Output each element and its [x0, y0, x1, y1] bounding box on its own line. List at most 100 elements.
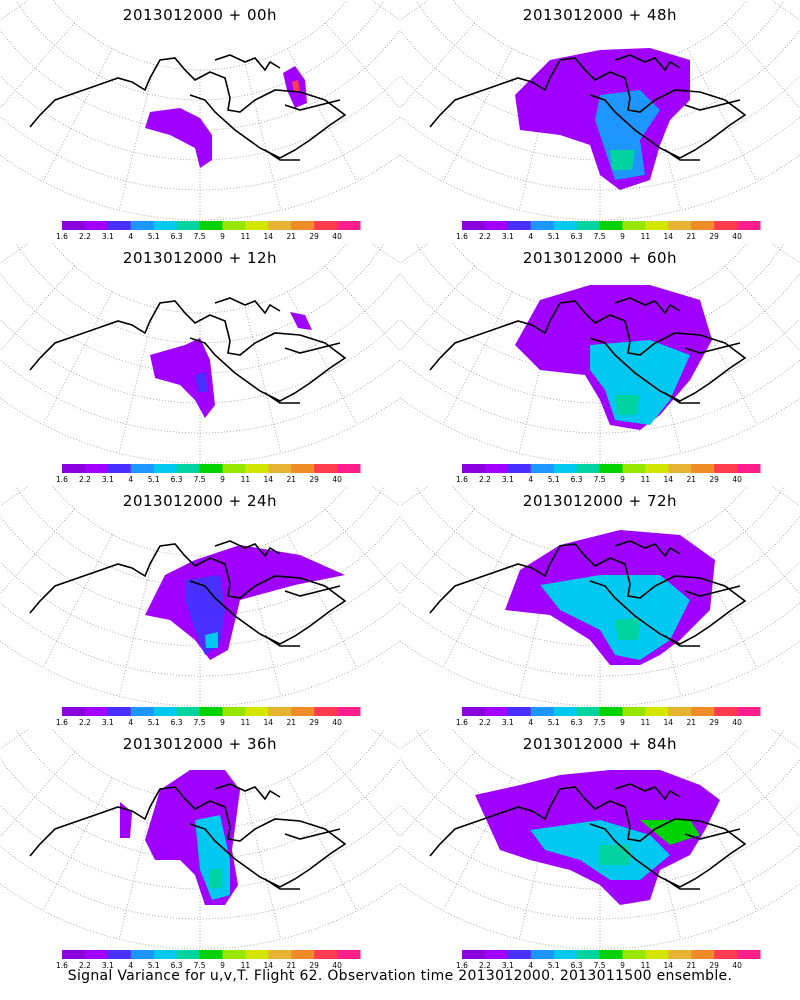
- colorbar-label: 4: [528, 961, 533, 969]
- colorbar-label: 2.2: [479, 232, 491, 240]
- figure-caption: Signal Variance for u,v,T. Flight 62. Ob…: [67, 968, 733, 984]
- map-panel: 2013012000 + 12h 1.6 2.2 3.1 4 5.1 6.3 7.5 9 11 14…: [0, 243, 400, 483]
- colorbar-label: 1.6: [456, 475, 468, 483]
- colorbar-swatch: [176, 707, 201, 716]
- colorbar-swatch: [107, 707, 132, 716]
- colorbar-label: 29: [309, 718, 319, 726]
- meridian-line: [244, 793, 282, 940]
- colorbar-swatch: [245, 950, 269, 959]
- meridian-line: [287, 48, 358, 182]
- colorbar-label: 4: [128, 718, 133, 726]
- colorbar-swatch: [199, 221, 223, 230]
- colorbar-label: 29: [309, 475, 319, 483]
- colorbar-label: 7.5: [194, 232, 206, 240]
- meridian-line: [324, 508, 400, 595]
- colorbar-swatch: [62, 707, 86, 716]
- colorbar-label: 1.6: [56, 232, 68, 240]
- colorbar-swatch: [337, 707, 361, 716]
- colorbar-swatch: [668, 464, 692, 473]
- colorbar-swatch: [130, 950, 155, 959]
- variance-region: [615, 395, 640, 415]
- coastline: [29, 54, 347, 161]
- meridian-line: [400, 243, 430, 264]
- colorbar-label: 11: [641, 232, 651, 240]
- colorbar-label: 9: [620, 232, 625, 240]
- polar-map: 1.6 2.2 3.1 4 5.1 6.3 7.5 9 11 14 21 29 40: [0, 486, 400, 726]
- panel-title: 2013012000 + 00h: [122, 6, 278, 24]
- colorbar-swatch: [484, 221, 509, 230]
- meridian-line: [370, 0, 400, 21]
- panel-title: 2013012000 + 36h: [122, 735, 278, 753]
- colorbar-label: 29: [309, 232, 319, 240]
- meridian-line: [400, 729, 430, 750]
- variance-region: [590, 340, 690, 425]
- colorbar-swatch: [668, 221, 692, 230]
- colorbar-label: 1.6: [56, 718, 68, 726]
- variance-region: [610, 150, 635, 170]
- meridian-line: [118, 64, 156, 211]
- meridian-line: [400, 22, 476, 109]
- colorbar-swatch: [714, 464, 738, 473]
- meridian-line: [244, 64, 282, 211]
- colorbar-label: 7.5: [594, 718, 606, 726]
- colorbar-swatch: [337, 464, 361, 473]
- colorbar-label: 4: [128, 475, 133, 483]
- polar-map: 1.6 2.2 3.1 4 5.1 6.3 7.5 9 11 14 21 29 40: [400, 729, 800, 969]
- colorbar-swatch: [245, 221, 269, 230]
- meridian-line: [287, 291, 358, 425]
- colorbar-label: 14: [264, 232, 274, 240]
- colorbar-swatch: [576, 950, 601, 959]
- colorbar-label: 7.5: [594, 475, 606, 483]
- colorbar-swatch: [462, 221, 486, 230]
- meridian-line: [724, 751, 800, 838]
- colorbar-label: 9: [220, 718, 225, 726]
- meridian-line: [0, 22, 76, 109]
- colorbar-swatch: [462, 464, 486, 473]
- colorbar-label: 9: [620, 475, 625, 483]
- colorbar-swatch: [62, 221, 86, 230]
- meridian-line: [0, 486, 30, 507]
- colorbar-label: 29: [309, 961, 319, 969]
- variance-region: [205, 632, 218, 648]
- colorbar-label: 5.1: [548, 961, 560, 969]
- colorbar-label: 40: [732, 961, 742, 969]
- meridian-line: [118, 793, 156, 940]
- colorbar-label: 3.1: [502, 232, 514, 240]
- colorbar-label: 9: [220, 232, 225, 240]
- colorbar-label: 5.1: [548, 475, 560, 483]
- graticule: [0, 0, 400, 221]
- coastline: [429, 54, 747, 161]
- colorbar-label: 2.2: [79, 718, 91, 726]
- colorbar-swatch: [576, 221, 601, 230]
- colorbar-label: 40: [332, 475, 342, 483]
- colorbar-label: 3.1: [102, 475, 114, 483]
- map-panel: 2013012000 + 36h 1.6 2.2 3.1 4 5.1 6.3 7.5 9 11 14…: [0, 729, 400, 969]
- meridian-line: [0, 0, 30, 21]
- colorbar-swatch: [107, 464, 132, 473]
- colorbar-label: 1.6: [456, 961, 468, 969]
- map-panel: 2013012000 + 24h 1.6 2.2 3.1 4 5.1 6.3 7.5 9 11 14…: [0, 486, 400, 726]
- colorbar-swatch: [507, 464, 532, 473]
- colorbar-label: 21: [286, 718, 296, 726]
- variance-region: [145, 545, 345, 660]
- meridian-line: [400, 0, 430, 21]
- meridian-line: [724, 265, 800, 352]
- meridian-line: [42, 291, 113, 425]
- coastline: [429, 783, 747, 890]
- colorbar-label: 14: [664, 475, 674, 483]
- colorbar-label: 40: [732, 718, 742, 726]
- colorbar-label: 11: [241, 232, 251, 240]
- colorbar-label: 4: [128, 961, 133, 969]
- colorbar-label: 5.1: [148, 475, 160, 483]
- colorbar-label: 2.2: [479, 961, 491, 969]
- polar-map: 1.6 2.2 3.1 4 5.1 6.3 7.5 9 11 14 21 29 40: [400, 486, 800, 726]
- latitude-circle: [52, 243, 348, 314]
- colorbar-swatch: [291, 464, 315, 473]
- colorbar-label: 29: [709, 475, 719, 483]
- polar-map: 1.6 2.2 3.1 4 5.1 6.3 7.5 9 11 14 21 29 40: [400, 0, 800, 240]
- colorbar-label: 14: [264, 475, 274, 483]
- colorbar-label: 14: [664, 718, 674, 726]
- colorbar-swatch: [507, 707, 532, 716]
- colorbar-label: 11: [641, 718, 651, 726]
- colorbar-label: 21: [686, 232, 696, 240]
